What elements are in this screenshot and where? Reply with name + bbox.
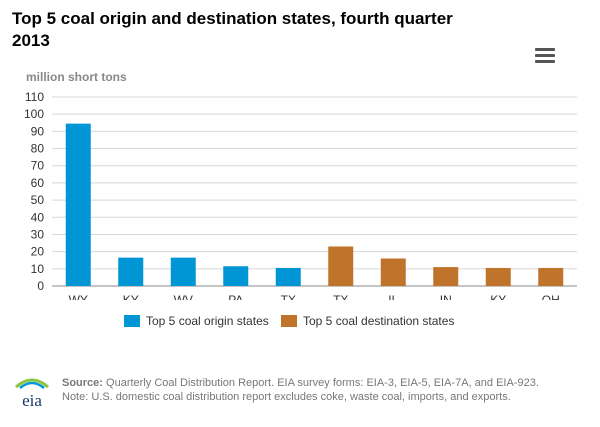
y-tick-label: 90: [31, 124, 45, 138]
bar: [485, 267, 511, 286]
bar: [65, 123, 91, 286]
legend-item-origin[interactable]: Top 5 coal origin states: [124, 314, 269, 328]
source-text: Quarterly Coal Distribution Report. EIA …: [106, 377, 539, 389]
y-tick-label: 40: [31, 210, 45, 224]
y-tick-label: 10: [31, 262, 45, 276]
x-tick-label: KY: [123, 293, 139, 300]
y-tick-label: 100: [24, 107, 44, 121]
x-tick-label: TX: [281, 293, 296, 300]
note-text: Note: U.S. domestic coal distribution re…: [62, 391, 511, 403]
x-tick-label: WV: [174, 293, 193, 300]
x-tick-label: OH: [542, 293, 560, 300]
y-tick-label: 70: [31, 159, 45, 173]
x-tick-label: IL: [388, 293, 398, 300]
bar: [538, 267, 564, 286]
bar: [170, 257, 196, 286]
x-tick-label: KY: [490, 293, 506, 300]
x-tick-label: WY: [69, 293, 88, 300]
bar: [433, 267, 459, 286]
y-tick-label: 0: [37, 279, 44, 293]
eia-logo-icon: eia: [15, 378, 49, 409]
y-axis-unit-label: million short tons: [26, 70, 127, 84]
bar: [275, 267, 301, 286]
x-tick-label: TX: [333, 293, 348, 300]
bar: [118, 257, 144, 286]
y-tick-label: 110: [25, 90, 44, 104]
source-note: Source: Quarterly Coal Distribution Repo…: [62, 376, 592, 404]
bar: [380, 258, 406, 286]
bar: [223, 266, 249, 286]
bar-chart: 0 10 20 30 40 50 60 70 80 90 100 110 WY KY WV PA TX TX IL I…: [24, 90, 577, 300]
y-tick-label: 80: [31, 142, 45, 156]
legend-label-destination: Top 5 coal destination states: [303, 314, 455, 328]
y-tick-label: 50: [31, 193, 45, 207]
x-tick-label: IN: [440, 293, 452, 300]
hamburger-menu-icon[interactable]: [535, 48, 555, 64]
legend-item-destination[interactable]: Top 5 coal destination states: [281, 314, 454, 328]
source-prefix: Source:: [62, 377, 103, 389]
y-tick-label: 30: [31, 227, 45, 241]
y-tick-label: 60: [31, 176, 45, 190]
legend-swatch-origin: [124, 315, 140, 327]
x-tick-label: PA: [228, 293, 243, 300]
y-tick-label: 20: [31, 245, 45, 259]
svg-text:eia: eia: [22, 391, 42, 409]
chart-title: Top 5 coal origin and destination states…: [12, 9, 453, 50]
bar: [328, 246, 354, 286]
legend-swatch-destination: [281, 315, 297, 327]
legend-label-origin: Top 5 coal origin states: [146, 314, 269, 328]
